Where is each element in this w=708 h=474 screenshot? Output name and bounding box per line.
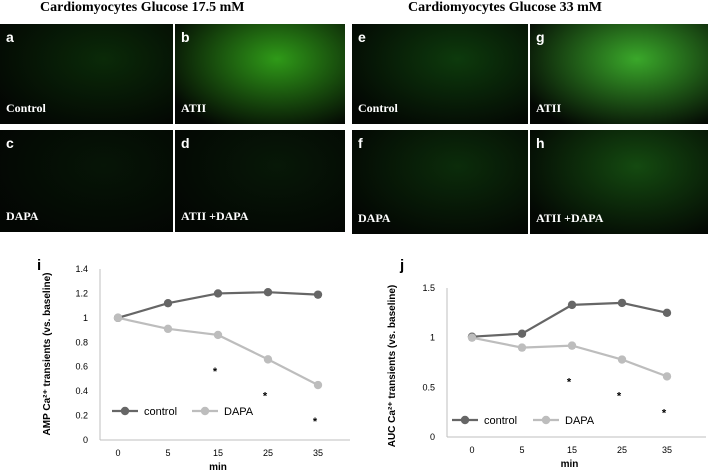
group-title-glucose-17-5: Cardiomyocytes Glucose 17.5 mM — [40, 0, 245, 15]
y-tick-label: 0.6 — [75, 362, 88, 372]
legend-label: control — [484, 415, 517, 427]
micrograph-panel-d: d ATII +DAPA — [175, 130, 345, 232]
micrograph-panel-c: c DAPA — [0, 130, 173, 232]
data-point-control — [163, 299, 173, 308]
group-title-glucose-33: Cardiomyocytes Glucose 33 mM — [408, 0, 603, 15]
fluorescence-image — [175, 130, 345, 232]
y-tick-label: 1.4 — [75, 264, 88, 274]
data-point-control — [567, 300, 577, 310]
data-point-dapa — [662, 372, 672, 381]
y-tick-label: 0.2 — [75, 411, 88, 421]
data-point-dapa — [567, 341, 577, 350]
x-tick-label: 0 — [115, 448, 120, 458]
fluorescence-image — [352, 130, 528, 234]
fluorescence-image — [0, 24, 173, 124]
panel-condition-label: DAPA — [358, 211, 391, 225]
legend-swatch-marker — [200, 406, 210, 416]
significance-marker: * — [213, 366, 218, 378]
panel-letter: h — [536, 135, 545, 151]
significance-marker: * — [313, 416, 318, 428]
legend-label: DAPA — [565, 415, 595, 427]
x-axis-label: min — [209, 462, 227, 473]
y-tick-label: 0 — [83, 435, 88, 445]
x-tick-label: 25 — [263, 448, 273, 458]
data-point-control — [662, 308, 672, 318]
chart-panel-letter: i — [37, 257, 41, 274]
data-point-control — [263, 288, 273, 297]
panel-condition-label: ATII — [181, 101, 207, 115]
data-point-dapa — [517, 343, 527, 352]
legend-swatch-marker — [541, 415, 551, 425]
fluorescence-image — [352, 24, 528, 124]
data-point-control — [617, 298, 627, 308]
fluorescence-image — [530, 24, 708, 124]
legend-label: DAPA — [224, 406, 254, 418]
panel-condition-label: ATII +DAPA — [181, 209, 249, 223]
x-tick-label: 15 — [567, 445, 577, 455]
panel-condition-label: ATII — [536, 101, 562, 115]
panel-condition-label: Control — [358, 101, 398, 115]
micrograph-panel-g: g ATII — [530, 24, 708, 124]
micrograph-panel-b: b ATII — [175, 24, 345, 124]
panel-condition-label: Control — [6, 101, 46, 115]
y-tick-label: 0.4 — [75, 386, 88, 396]
data-point-control — [313, 290, 323, 299]
data-point-dapa — [163, 324, 173, 334]
data-point-dapa — [617, 355, 627, 364]
data-point-dapa — [213, 330, 223, 340]
data-point-dapa — [113, 313, 123, 323]
legend-label: control — [144, 406, 177, 418]
fluorescence-image — [0, 130, 173, 232]
y-tick-label: 1.5 — [422, 283, 435, 293]
panel-letter: c — [6, 135, 14, 151]
chart-panel-letter: j — [399, 257, 404, 274]
x-tick-label: 15 — [213, 448, 223, 458]
y-axis-label: AUC Ca²⁺ transients (vs. baseline) — [387, 285, 398, 448]
fluorescence-image — [530, 130, 708, 234]
data-point-control — [517, 329, 527, 338]
fluorescence-image — [175, 24, 345, 124]
panel-letter: d — [181, 135, 190, 151]
panel-letter: g — [536, 29, 545, 45]
y-tick-label: 1 — [83, 313, 88, 323]
y-tick-label: 0 — [430, 432, 435, 442]
data-point-dapa — [263, 355, 273, 364]
x-tick-label: 5 — [165, 448, 170, 458]
micrograph-panel-f: f DAPA — [352, 130, 528, 234]
panel-condition-label: ATII +DAPA — [536, 211, 604, 225]
x-tick-label: 5 — [519, 445, 524, 455]
panel-letter: e — [358, 29, 366, 45]
significance-marker: * — [263, 390, 268, 402]
panel-letter: b — [181, 29, 190, 45]
data-point-dapa — [467, 333, 477, 342]
micrograph-panel-a: a Control — [0, 24, 173, 124]
x-tick-label: 25 — [617, 445, 627, 455]
significance-marker: * — [662, 407, 667, 419]
panel-letter: a — [6, 29, 14, 45]
legend-swatch-marker — [460, 415, 470, 425]
y-tick-label: 0.8 — [75, 337, 88, 347]
data-point-control — [213, 289, 223, 298]
y-tick-label: 1 — [430, 333, 435, 343]
x-tick-label: 35 — [662, 445, 672, 455]
data-point-dapa — [313, 380, 323, 390]
y-axis-label: AMP Ca²⁺ transients (vs. baseline) — [42, 273, 53, 436]
x-tick-label: 0 — [469, 445, 474, 455]
x-axis-label: min — [561, 459, 579, 470]
panel-letter: f — [358, 135, 363, 151]
y-tick-label: 0.5 — [422, 382, 435, 392]
significance-marker: * — [617, 391, 622, 403]
micrograph-panel-h: h ATII +DAPA — [530, 130, 708, 234]
legend-swatch-marker — [120, 406, 130, 416]
x-tick-label: 35 — [313, 448, 323, 458]
panel-condition-label: DAPA — [6, 209, 39, 223]
series-line-dapa — [117, 316, 319, 387]
y-tick-label: 1.2 — [75, 288, 88, 298]
significance-marker: * — [567, 377, 572, 389]
micrograph-panel-e: e Control — [352, 24, 528, 124]
